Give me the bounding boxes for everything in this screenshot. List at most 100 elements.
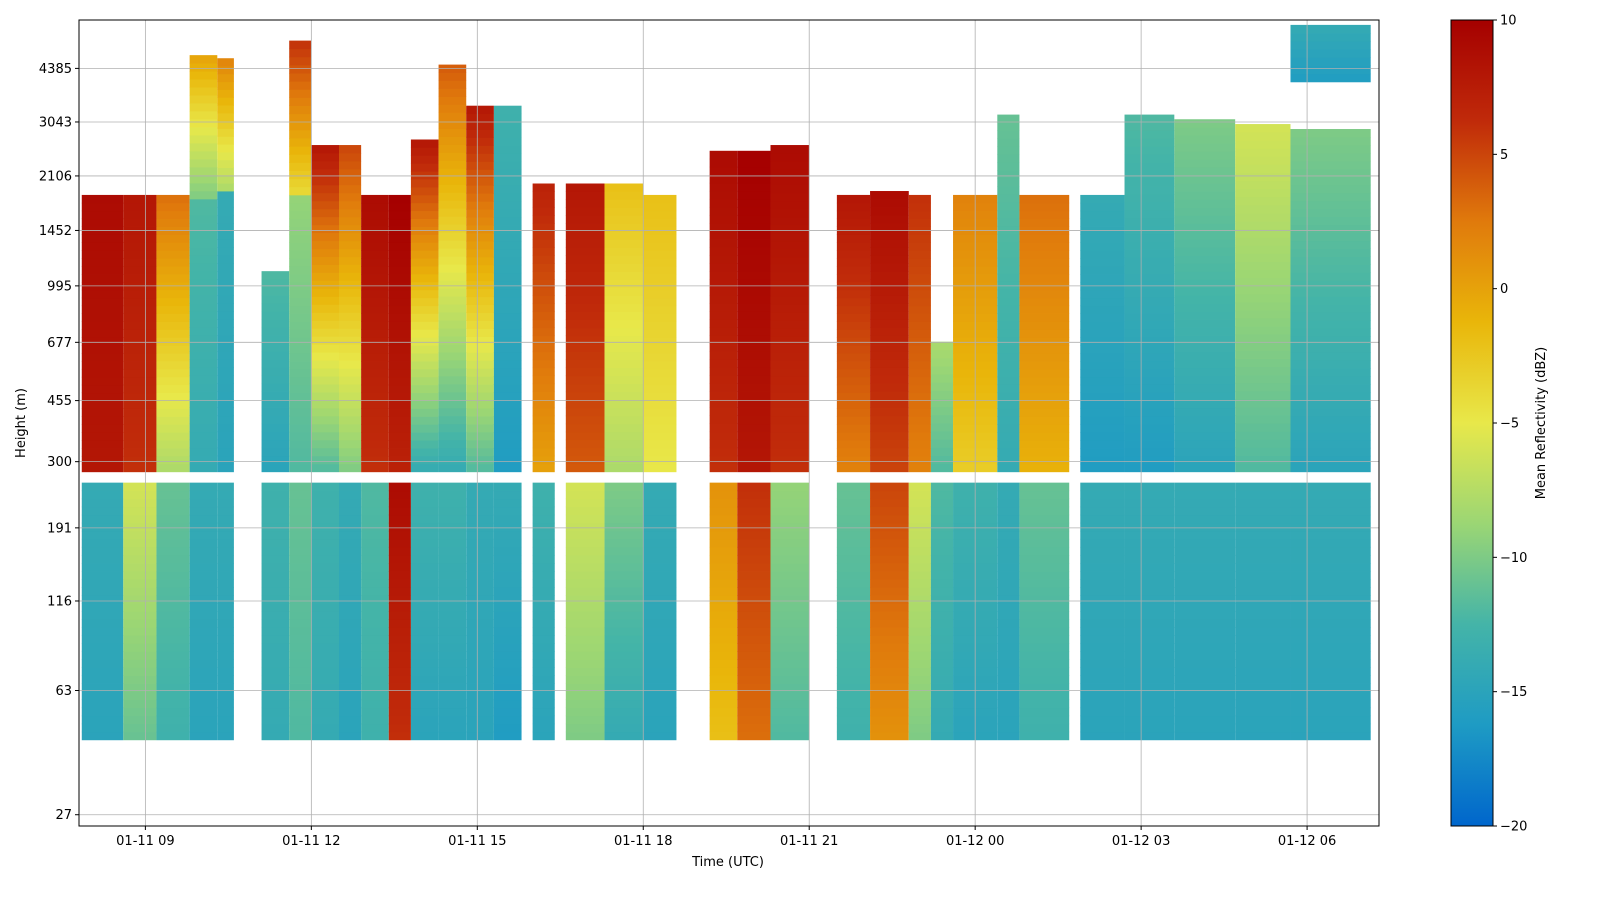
heatmap-cell [361, 651, 389, 660]
heatmap-cell [410, 455, 439, 465]
heatmap-cell [770, 683, 810, 692]
heatmap-cell [339, 603, 362, 612]
heatmap-cell [737, 166, 771, 176]
heatmap-cell [438, 320, 467, 329]
heatmap-cell [189, 659, 218, 668]
heatmap-cell [339, 408, 362, 417]
heatmap-cell [1080, 699, 1125, 709]
heatmap-cell [189, 723, 218, 733]
heatmap-cell [361, 250, 389, 259]
heatmap-cell [643, 345, 677, 354]
heatmap-cell [770, 595, 810, 604]
heatmap-cell [565, 627, 605, 636]
heatmap-cell [493, 439, 522, 449]
heatmap-cell [388, 289, 411, 299]
heatmap-cell [466, 490, 494, 500]
heatmap-cell [81, 408, 124, 417]
heatmap-cell [737, 206, 771, 216]
heatmap-cell [311, 192, 339, 202]
heatmap-cells [81, 24, 1371, 741]
heatmap-cell [1290, 176, 1371, 186]
heatmap-cell [1124, 579, 1175, 588]
heatmap-cell [438, 80, 467, 89]
heatmap-cell [1174, 207, 1236, 216]
heatmap-cell [1290, 184, 1371, 194]
heatmap-cell [737, 423, 771, 433]
heatmap-cell [1124, 170, 1175, 179]
heatmap-cell [870, 635, 909, 644]
heatmap-cell [1080, 432, 1125, 441]
heatmap-cell [1080, 546, 1125, 556]
heatmap-cell [1235, 659, 1291, 668]
heatmap-cell [81, 361, 124, 370]
heatmap-cell [466, 304, 494, 314]
heatmap-cell [388, 194, 411, 204]
heatmap-cell [81, 667, 124, 676]
heatmap-cell [836, 392, 871, 401]
heatmap-cell [709, 506, 738, 516]
heatmap-cell [123, 651, 157, 660]
heatmap-cell [410, 266, 439, 275]
heatmap-cell [770, 216, 810, 226]
heatmap-cell [643, 723, 677, 733]
heatmap-cell [493, 161, 522, 170]
y-tick-label: 455 [47, 394, 72, 409]
heatmap-cell [339, 455, 362, 465]
heatmap-cell [261, 699, 290, 709]
heatmap-cell [189, 55, 218, 64]
heatmap-cell [604, 563, 644, 572]
heatmap-cell [643, 563, 677, 572]
heatmap-cell [908, 234, 931, 243]
heatmap-cell [1290, 651, 1371, 660]
heatmap-cell [870, 407, 909, 417]
heatmap-cell [870, 715, 909, 725]
heatmap-cell [339, 691, 362, 701]
heatmap-cell [189, 538, 218, 548]
heatmap-cell [361, 522, 389, 532]
heatmap-cell [189, 295, 218, 304]
heatmap-cell [930, 382, 954, 391]
heatmap-cell [217, 327, 234, 336]
heatmap-cell [643, 522, 677, 532]
heatmap-cell [770, 336, 810, 345]
heatmap-cell [311, 240, 339, 250]
heatmap-cell [565, 399, 605, 409]
heatmap-cell [770, 439, 810, 449]
heatmap-cell [1290, 360, 1371, 369]
heatmap-cell [737, 327, 771, 336]
heatmap-cell [532, 343, 555, 353]
heatmap-cell [770, 611, 810, 620]
heatmap-cell [604, 191, 644, 200]
heatmap-cell [1290, 152, 1371, 162]
heatmap-cell [836, 530, 871, 540]
heatmap-cell [438, 439, 467, 449]
heatmap-cell [466, 264, 494, 274]
heatmap-cell [493, 312, 522, 321]
heatmap-cell [709, 563, 738, 572]
heatmap-cell [339, 431, 362, 441]
heatmap-cell [709, 635, 738, 644]
heatmap-cell [1174, 579, 1236, 588]
heatmap-cell [1290, 137, 1371, 146]
heatmap-cell [123, 579, 157, 588]
heatmap-cell [410, 400, 439, 409]
heatmap-cell [123, 440, 157, 449]
heatmap-cell [81, 353, 124, 362]
heatmap-cell [156, 651, 190, 660]
heatmap-cell [81, 643, 124, 652]
heatmap-cell [709, 303, 738, 312]
heatmap-cell [1290, 506, 1371, 516]
colorbar-tick-label: −10 [1500, 551, 1527, 566]
heatmap-cell [388, 432, 411, 441]
heatmap-cell [908, 563, 931, 572]
heatmap-cell [189, 675, 218, 684]
heatmap-cell [311, 482, 339, 492]
heatmap-cell [261, 311, 290, 320]
heatmap-cell [156, 234, 190, 243]
heatmap-cell [1174, 651, 1236, 660]
heatmap-cell [493, 627, 522, 636]
heatmap-cell [930, 390, 954, 399]
heatmap-cell [339, 643, 362, 652]
heatmap-cell [604, 683, 644, 692]
heatmap-cell [217, 223, 234, 232]
